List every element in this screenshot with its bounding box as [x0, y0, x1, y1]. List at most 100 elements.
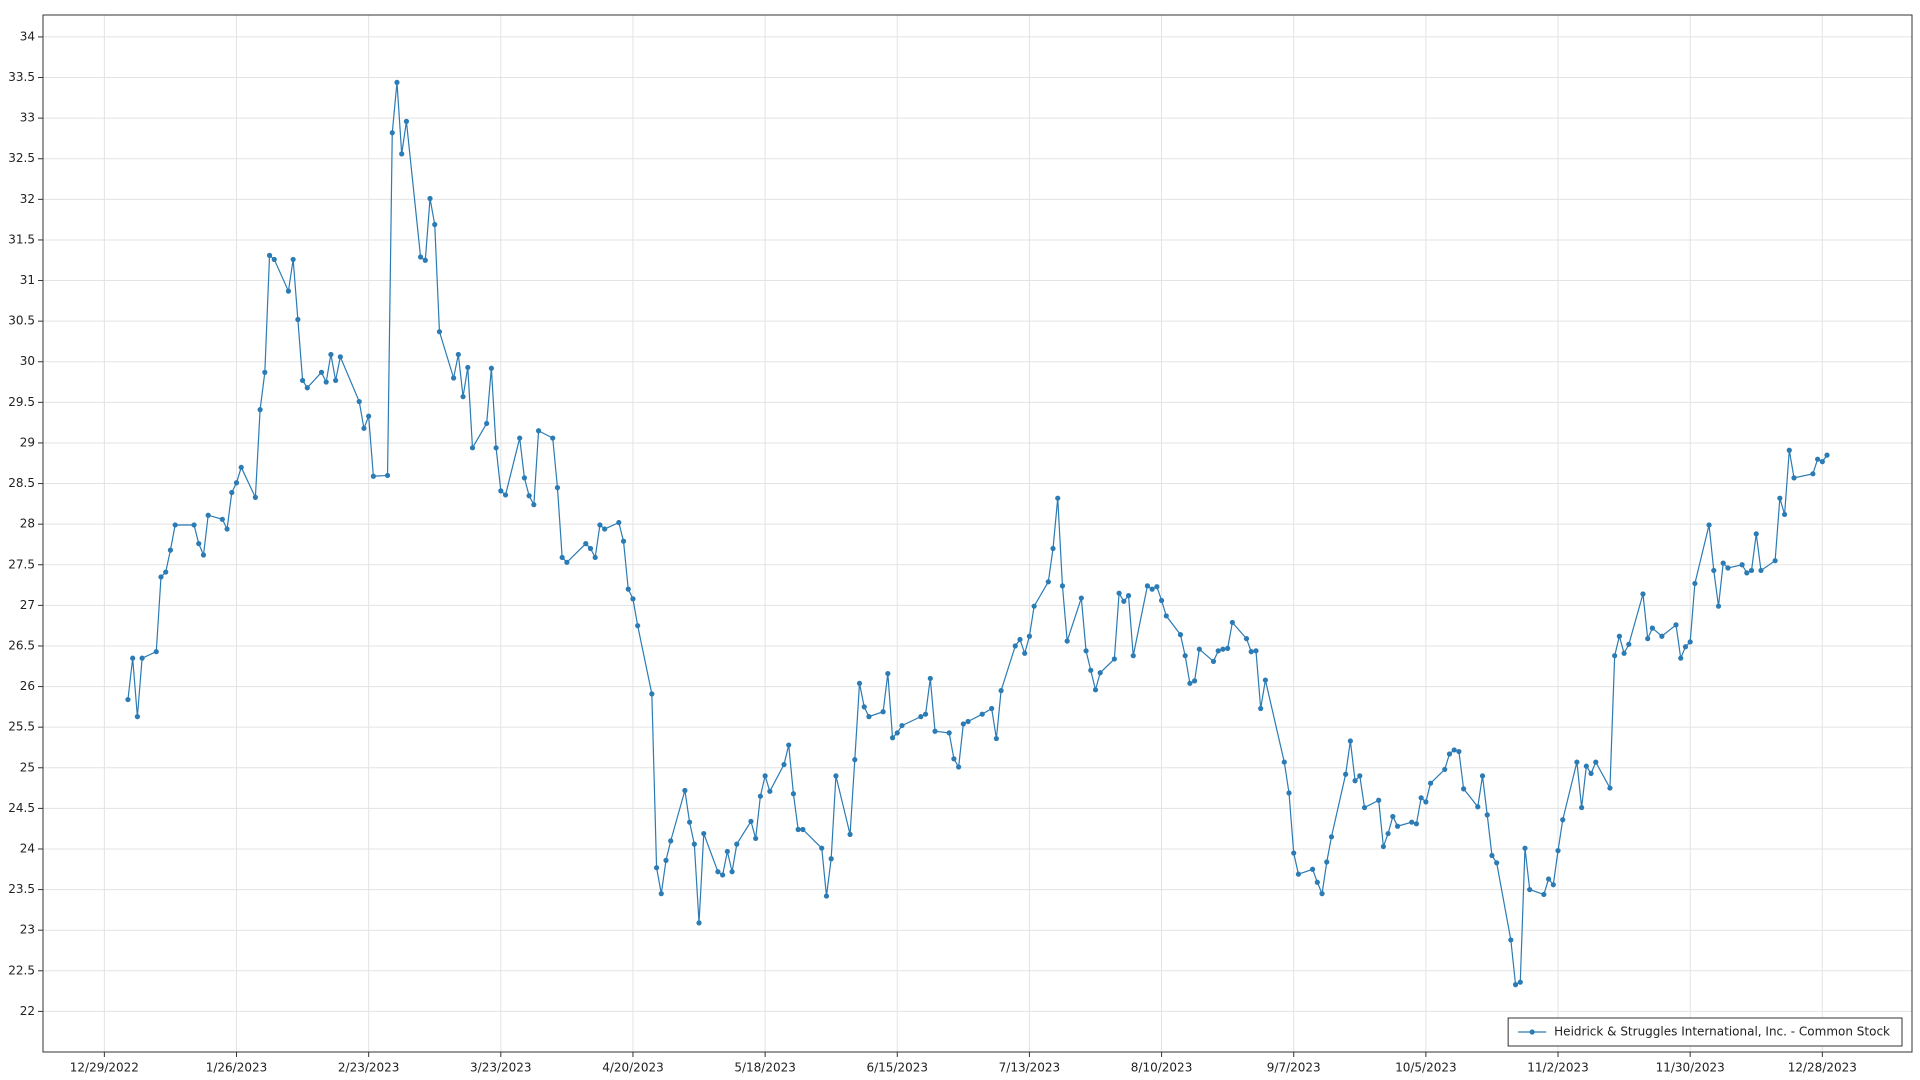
- data-point: [1050, 545, 1056, 552]
- data-point: [465, 364, 471, 371]
- data-point: [630, 596, 636, 602]
- x-tick-label: 2/23/2023: [338, 1061, 400, 1075]
- data-point: [1711, 567, 1717, 574]
- data-point: [1187, 680, 1193, 686]
- data-point: [266, 252, 273, 258]
- x-tick-label: 11/30/2023: [1656, 1061, 1725, 1075]
- data-point: [337, 354, 343, 360]
- data-point: [583, 541, 589, 547]
- data-point: [658, 891, 664, 897]
- data-point: [488, 365, 494, 371]
- data-point: [989, 705, 995, 712]
- data-point: [1758, 567, 1764, 574]
- data-point: [1527, 886, 1533, 893]
- data-point: [653, 865, 660, 871]
- data-point: [1163, 613, 1169, 619]
- data-point: [1258, 705, 1264, 712]
- data-point: [1291, 850, 1297, 856]
- data-point: [399, 151, 405, 157]
- data-point: [1385, 830, 1391, 837]
- data-point: [427, 195, 433, 202]
- data-point: [1583, 763, 1589, 769]
- y-tick-label: 27: [20, 598, 35, 612]
- data-point: [1588, 770, 1594, 777]
- data-point: [1328, 834, 1335, 840]
- data-point: [1286, 790, 1292, 796]
- y-tick-label: 33: [20, 111, 35, 125]
- data-point: [1022, 650, 1028, 656]
- data-point: [1489, 852, 1495, 859]
- data-point: [1621, 650, 1627, 656]
- data-point: [1192, 678, 1198, 684]
- data-point: [1555, 848, 1561, 854]
- y-tick-label: 22: [20, 1004, 35, 1018]
- data-point: [1248, 649, 1254, 655]
- data-point: [1262, 677, 1269, 683]
- data-point: [1111, 656, 1117, 662]
- data-point: [1357, 773, 1363, 779]
- data-point: [191, 522, 197, 528]
- data-point: [323, 379, 329, 385]
- data-point: [729, 869, 735, 875]
- data-point: [1352, 778, 1358, 784]
- data-point: [460, 394, 466, 400]
- data-point: [1810, 471, 1816, 477]
- data-point: [866, 714, 872, 720]
- y-tick-label: 29: [20, 435, 35, 449]
- data-point: [965, 718, 971, 725]
- data-point: [521, 475, 528, 481]
- data-point: [753, 835, 759, 842]
- data-point: [1343, 771, 1349, 777]
- plot-area: [125, 79, 1830, 988]
- data-point: [1413, 821, 1420, 827]
- data-point: [1682, 644, 1689, 650]
- data-point: [1154, 584, 1160, 590]
- data-point: [1640, 591, 1646, 597]
- x-tick-label: 12/28/2023: [1788, 1061, 1857, 1075]
- data-point: [290, 256, 296, 263]
- data-point: [304, 385, 310, 391]
- data-point: [1229, 619, 1235, 626]
- y-tick-label: 23: [20, 923, 35, 937]
- data-point: [602, 526, 608, 532]
- data-point: [517, 435, 523, 441]
- data-point: [1781, 511, 1788, 518]
- data-point: [361, 425, 367, 431]
- x-tick-label: 10/5/2023: [1395, 1061, 1457, 1075]
- data-point: [1451, 747, 1457, 753]
- y-tick-label: 28.5: [8, 476, 35, 490]
- data-point: [1815, 456, 1821, 462]
- data-point: [1545, 876, 1552, 882]
- data-point: [125, 696, 131, 703]
- data-point: [1512, 981, 1519, 988]
- data-point: [795, 826, 801, 833]
- data-point: [1314, 879, 1320, 885]
- data-point: [219, 516, 225, 522]
- data-point: [554, 485, 561, 491]
- data-point: [1446, 751, 1453, 757]
- data-point: [498, 488, 504, 494]
- data-point: [894, 730, 900, 736]
- data-point: [649, 691, 655, 697]
- data-point: [823, 893, 830, 899]
- data-point: [1158, 597, 1165, 604]
- y-tick-label: 23.5: [8, 882, 35, 896]
- data-point: [922, 711, 929, 717]
- data-point: [757, 793, 763, 799]
- data-point: [998, 688, 1004, 694]
- data-point: [257, 407, 263, 413]
- data-point: [767, 788, 773, 794]
- data-point: [417, 254, 424, 260]
- data-point: [451, 375, 457, 381]
- data-point: [616, 519, 622, 526]
- data-point: [1149, 586, 1155, 592]
- data-point: [233, 480, 240, 486]
- data-point: [196, 541, 202, 547]
- data-point: [1376, 797, 1382, 803]
- data-point: [1494, 860, 1500, 866]
- data-point: [597, 522, 603, 528]
- series-line: [127, 82, 1828, 986]
- data-point: [1626, 641, 1632, 647]
- y-tick-label: 31: [20, 273, 35, 287]
- data-point: [960, 721, 966, 727]
